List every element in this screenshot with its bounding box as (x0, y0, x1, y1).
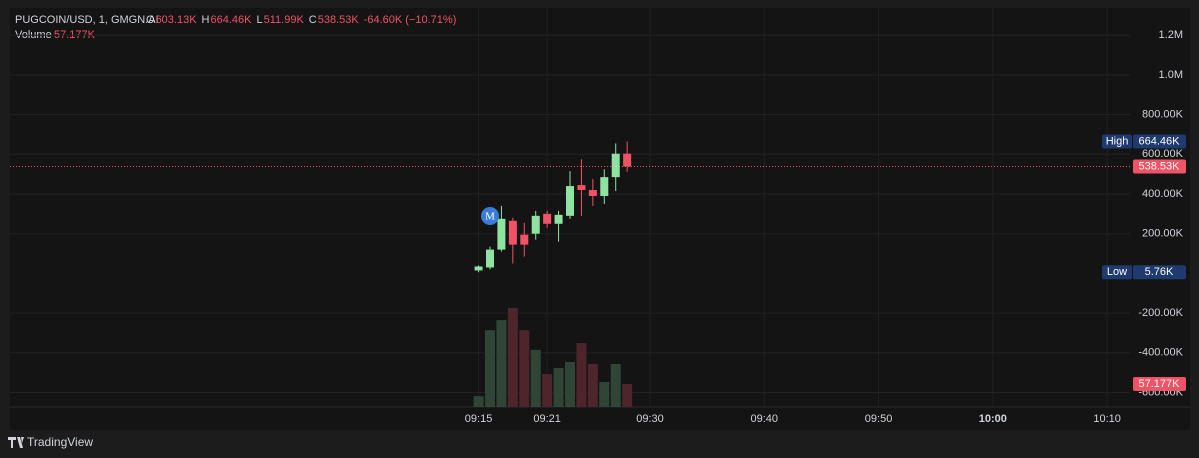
x-tick-label: 09:30 (636, 413, 664, 425)
brand: TradingView (27, 435, 93, 449)
volume-bar (610, 363, 621, 407)
candle-body (531, 215, 540, 234)
last-volume-tag-value: 57.177K (1139, 378, 1181, 390)
candle-body (520, 234, 529, 245)
y-tick-label: -200.00K (1138, 307, 1183, 319)
high-tag-value: 664.46K (1139, 135, 1181, 147)
candle-body (508, 220, 517, 245)
legend-key: H (202, 14, 210, 26)
x-tick-label: 09:21 (533, 413, 561, 425)
legend: PUGCOIN/USD, 1, GMGN.AI O 603.13K H 664.46K… (15, 14, 456, 26)
low-tag-box (1133, 265, 1186, 280)
volume-bar (542, 374, 553, 407)
candle-body (600, 177, 609, 196)
candle-body (623, 153, 632, 167)
x-tick-label: 10:00 (979, 413, 1007, 425)
legend-value: 664.46K (211, 14, 253, 26)
brand-logo (8, 437, 24, 448)
high-tag: High 664.46K (1102, 134, 1186, 149)
y-tick-label: 400.00K (1142, 188, 1184, 200)
candle-body (566, 186, 574, 216)
last-volume-tag-box (1133, 377, 1186, 392)
volume-bar (553, 367, 564, 407)
event-marker (481, 207, 499, 225)
candle-body (611, 153, 620, 178)
y-tick-label: -400.00K (1138, 347, 1183, 359)
volume-bar (473, 396, 484, 407)
x-tick-label: 09:40 (751, 413, 779, 425)
volume-bar (507, 308, 518, 407)
y-tick-label: 800.00K (1142, 109, 1184, 121)
volume-bar (622, 384, 633, 407)
x-tick-label: 09:15 (465, 413, 493, 425)
legend-change: -64.60K (−10.71%) (364, 14, 457, 26)
legend-key: L (256, 14, 262, 26)
low-tag-key-box (1102, 265, 1132, 280)
high-tag-key-box (1102, 134, 1132, 149)
event-marker-label: M (485, 211, 495, 223)
high-tag-key: High (1106, 135, 1129, 147)
symbol: PUGCOIN/USD, 1, GMGN.AI (15, 14, 159, 26)
last-price-tag-value: 538.53K (1139, 160, 1181, 172)
y-tick-label: 600.00K (1142, 148, 1184, 160)
y-tick-label: 1.2M (1159, 29, 1183, 41)
y-tick-label: 1.0M (1159, 69, 1183, 81)
low-tag: Low 5.76K (1102, 265, 1186, 280)
last-price-tag-box (1133, 159, 1186, 174)
plot-background (10, 8, 1190, 430)
last-price-tag: 538.53K (1133, 159, 1186, 174)
legend-value: 603.13K (156, 14, 198, 26)
y-tick-label: 200.00K (1142, 228, 1184, 240)
low-tag-key: Low (1107, 266, 1127, 278)
candle-body (486, 249, 494, 268)
volume-bar (587, 363, 598, 407)
x-tick-label: 10:10 (1093, 413, 1121, 425)
volume-bar (530, 349, 541, 407)
volume-bar (496, 320, 507, 407)
candle-body (588, 190, 597, 196)
volume-bar (576, 343, 587, 407)
candle-body (497, 218, 506, 250)
legend-key: C (309, 14, 317, 26)
legend-value: 538.53K (318, 14, 360, 26)
legend-key: O (146, 14, 155, 26)
candle-body (474, 266, 483, 271)
candle-body (543, 213, 552, 224)
volume-bar (565, 361, 575, 407)
legend-value: 511.99K (264, 14, 305, 26)
last-volume-tag: 57.177K (1133, 377, 1186, 392)
x-tick-label: 09:50 (865, 413, 893, 425)
candle-body (554, 214, 563, 224)
high-tag-box (1133, 134, 1186, 149)
volume-bar (599, 382, 610, 407)
low-tag-value: 5.76K (1145, 266, 1174, 278)
candle-body (577, 185, 586, 191)
volume-bar (519, 330, 530, 407)
volume-bar (485, 330, 495, 407)
